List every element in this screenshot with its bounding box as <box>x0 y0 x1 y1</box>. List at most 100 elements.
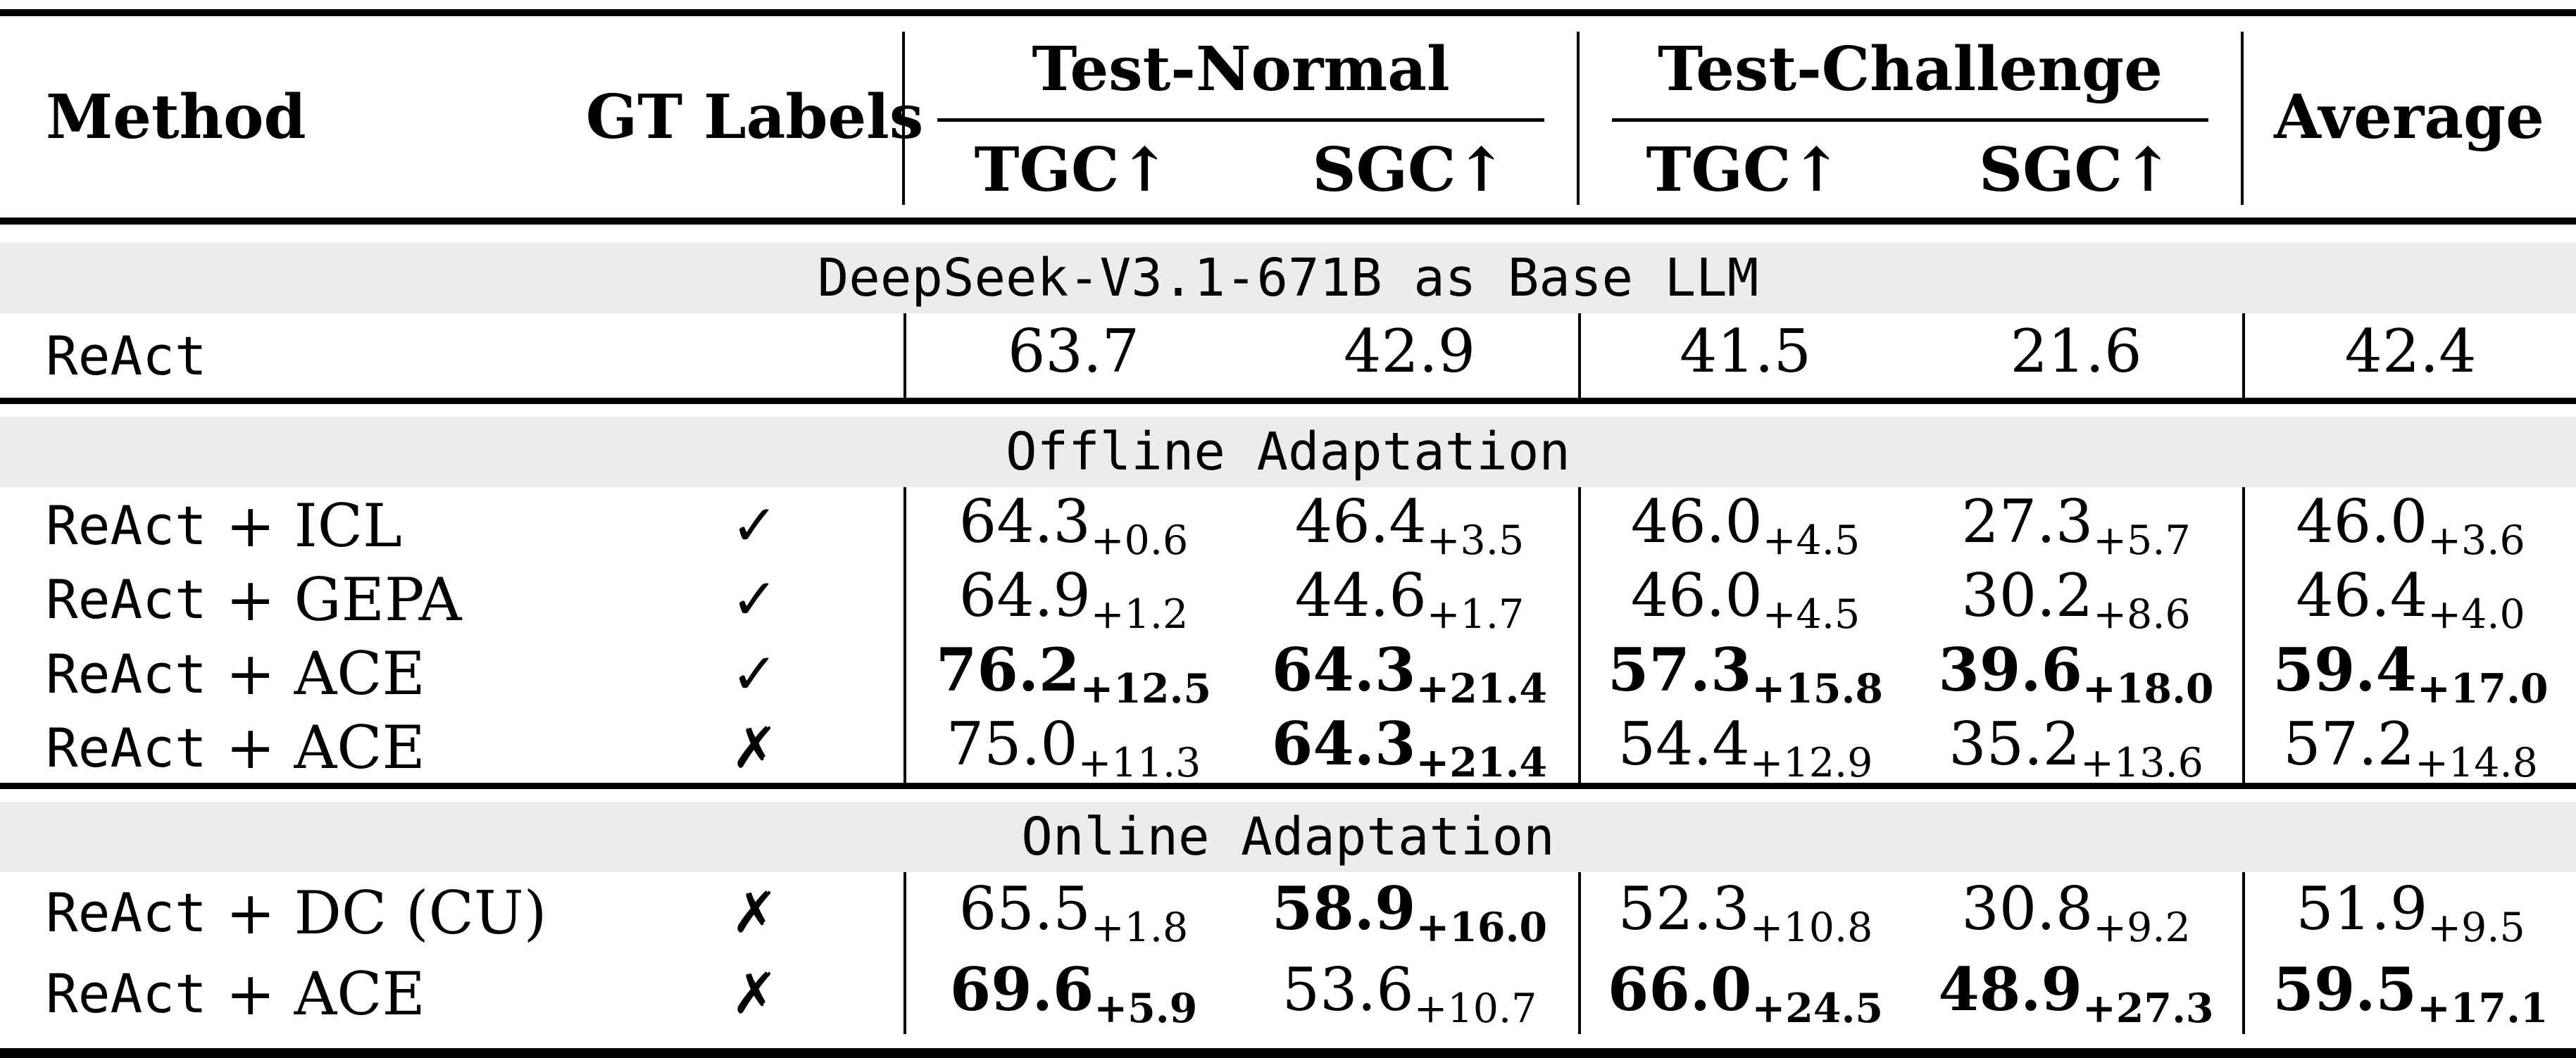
metric-delta: +10.8 <box>1749 905 1873 952</box>
metric-value: 64.9 <box>958 561 1091 630</box>
metric-value: 64.3 <box>958 487 1091 556</box>
column-separator <box>1577 32 1580 205</box>
header-rule <box>0 218 2576 225</box>
metric-delta: +18.0 <box>2082 665 2214 713</box>
metric-value: 69.6 <box>949 955 1094 1025</box>
metric-value: 46.4 <box>2296 561 2428 630</box>
metric-delta: +3.6 <box>2427 517 2525 565</box>
table-body: DeepSeek-V3.1-671B as Base LLM ReAct 63.… <box>0 243 2576 1034</box>
table-header: Method GT Labels Test-Normal Test-Challe… <box>0 16 2576 218</box>
method-mono: ReAct <box>46 642 207 705</box>
group-header-test-challenge-label: Test-Challenge <box>1658 33 2163 105</box>
metric-delta: +4.0 <box>2427 591 2525 638</box>
metric-delta: +16.0 <box>1415 904 1548 952</box>
method-suffix: + DC (CU) <box>206 878 547 947</box>
metric-value: 63.7 <box>1007 317 1140 386</box>
metric-value: 42.4 <box>2344 317 2477 386</box>
table-row: ReAct + GEPA ✓ 64.9+1.2 44.6+1.7 46.0+4.… <box>0 561 2576 638</box>
method-mono: ReAct <box>46 881 207 944</box>
gt-cell: ✗ <box>606 709 904 786</box>
metric-cell: 42.9 <box>1241 313 1578 398</box>
method-cell: ReAct + ACE <box>0 635 606 712</box>
metric-cell: 57.3+15.8 <box>1578 635 1910 713</box>
table-row: ReAct 63.7 42.9 41.5 21.6 42.4 <box>0 313 2576 398</box>
section-band: Online Adaptation <box>0 802 2576 872</box>
metric-value: 46.0 <box>1630 487 1763 556</box>
metric-cell: 46.0+3.6 <box>2242 487 2576 565</box>
column-separator <box>902 32 905 205</box>
section-band-label: Online Adaptation <box>1021 807 1555 867</box>
metric-delta: +9.5 <box>2427 905 2525 952</box>
metric-value: 21.6 <box>2010 317 2142 386</box>
metric-value: 59.5 <box>2272 955 2417 1025</box>
metric-delta: +17.0 <box>2417 665 2549 713</box>
metric-cell: 54.4+12.9 <box>1578 709 1910 787</box>
metric-delta: +15.8 <box>1751 665 1884 713</box>
metric-value: 57.3 <box>1607 635 1752 705</box>
section-band: DeepSeek-V3.1-671B as Base LLM <box>0 243 2576 313</box>
section-band-label: Offline Adaptation <box>1006 422 1570 482</box>
metric-delta: +12.9 <box>1749 739 1873 786</box>
metric-delta: +1.7 <box>1426 591 1525 638</box>
metric-value: 44.6 <box>1294 561 1427 630</box>
cross-icon: ✗ <box>730 880 779 945</box>
metric-delta: +1.8 <box>1090 905 1189 952</box>
method-mono: ReAct <box>46 494 207 558</box>
metric-delta: +27.3 <box>2082 985 2214 1033</box>
column-header-gt-labels: GT Labels <box>585 81 924 153</box>
metric-delta: +24.5 <box>1751 985 1884 1033</box>
table-row: ReAct + ACE ✗ 75.0+11.3 64.3+21.4 54.4+1… <box>0 709 2576 787</box>
column-header-tn-sgc: SGC↑ <box>1312 134 1507 206</box>
metric-cell: 30.2+8.6 <box>1910 561 2242 638</box>
method-suffix: + GEPA <box>206 565 462 634</box>
bottom-rule <box>0 1048 2576 1058</box>
metric-delta: +5.7 <box>2093 517 2191 565</box>
metric-value: 35.2 <box>1949 709 2081 779</box>
metric-cell: 63.7 <box>904 313 1241 398</box>
method-cell: ReAct + GEPA <box>0 561 606 638</box>
metric-cell: 39.6+18.0 <box>1910 635 2242 712</box>
group-header-test-normal-label: Test-Normal <box>1032 33 1450 105</box>
section-rule <box>0 398 2576 404</box>
metric-cell: 64.9+1.2 <box>904 561 1241 638</box>
gt-cell <box>606 313 904 398</box>
column-header-tc-sgc: SGC↑ <box>1978 134 2174 206</box>
metric-cell: 27.3+5.7 <box>1910 487 2242 564</box>
metric-value: 48.9 <box>1938 955 2082 1025</box>
method-suffix: + ACE <box>206 713 425 783</box>
method-cell: ReAct <box>0 313 606 398</box>
section-band-label: DeepSeek-V3.1-671B as Base LLM <box>817 248 1759 308</box>
metric-value: 27.3 <box>1961 487 2094 556</box>
metric-value: 53.6 <box>1282 955 1414 1024</box>
metric-cell: 35.2+13.6 <box>1910 709 2242 786</box>
method-mono: ReAct <box>46 962 207 1025</box>
metric-value: 51.9 <box>2296 874 2428 943</box>
gt-cell: ✓ <box>606 561 904 638</box>
metric-cell: 51.9+9.5 <box>2242 872 2576 953</box>
metric-cell: 64.3+0.6 <box>904 487 1241 565</box>
metric-value: 76.2 <box>935 635 1080 705</box>
metric-cell: 76.2+12.5 <box>904 635 1241 713</box>
metric-delta: +14.8 <box>2415 739 2538 786</box>
metric-cell: 58.9+16.0 <box>1241 872 1578 953</box>
method-suffix: + ICL <box>206 491 402 560</box>
metric-value: 30.8 <box>1961 874 2094 943</box>
column-header-tc-tgc: TGC↑ <box>1646 134 1842 206</box>
table-row: ReAct + ACE ✗ 69.6+5.9 53.6+10.7 66.0+24… <box>0 953 2576 1034</box>
metric-delta: +4.5 <box>1762 517 1861 565</box>
metric-cell: 21.6 <box>1910 313 2242 398</box>
metric-cell: 64.3+21.4 <box>1241 709 1578 786</box>
metric-delta: +1.2 <box>1090 591 1189 638</box>
metric-cell: 30.8+9.2 <box>1910 872 2242 953</box>
metric-cell: 53.6+10.7 <box>1241 953 1578 1034</box>
metric-value: 58.9 <box>1271 874 1416 944</box>
metric-cell: 44.6+1.7 <box>1241 561 1578 638</box>
metric-value: 65.5 <box>958 874 1091 943</box>
metric-cell: 57.2+14.8 <box>2242 709 2576 787</box>
metric-value: 59.4 <box>2272 635 2417 705</box>
cross-icon: ✗ <box>730 961 779 1026</box>
top-rule <box>0 9 2576 16</box>
metric-cell: 65.5+1.8 <box>904 872 1241 953</box>
column-header-tn-tgc: TGC↑ <box>974 134 1170 206</box>
